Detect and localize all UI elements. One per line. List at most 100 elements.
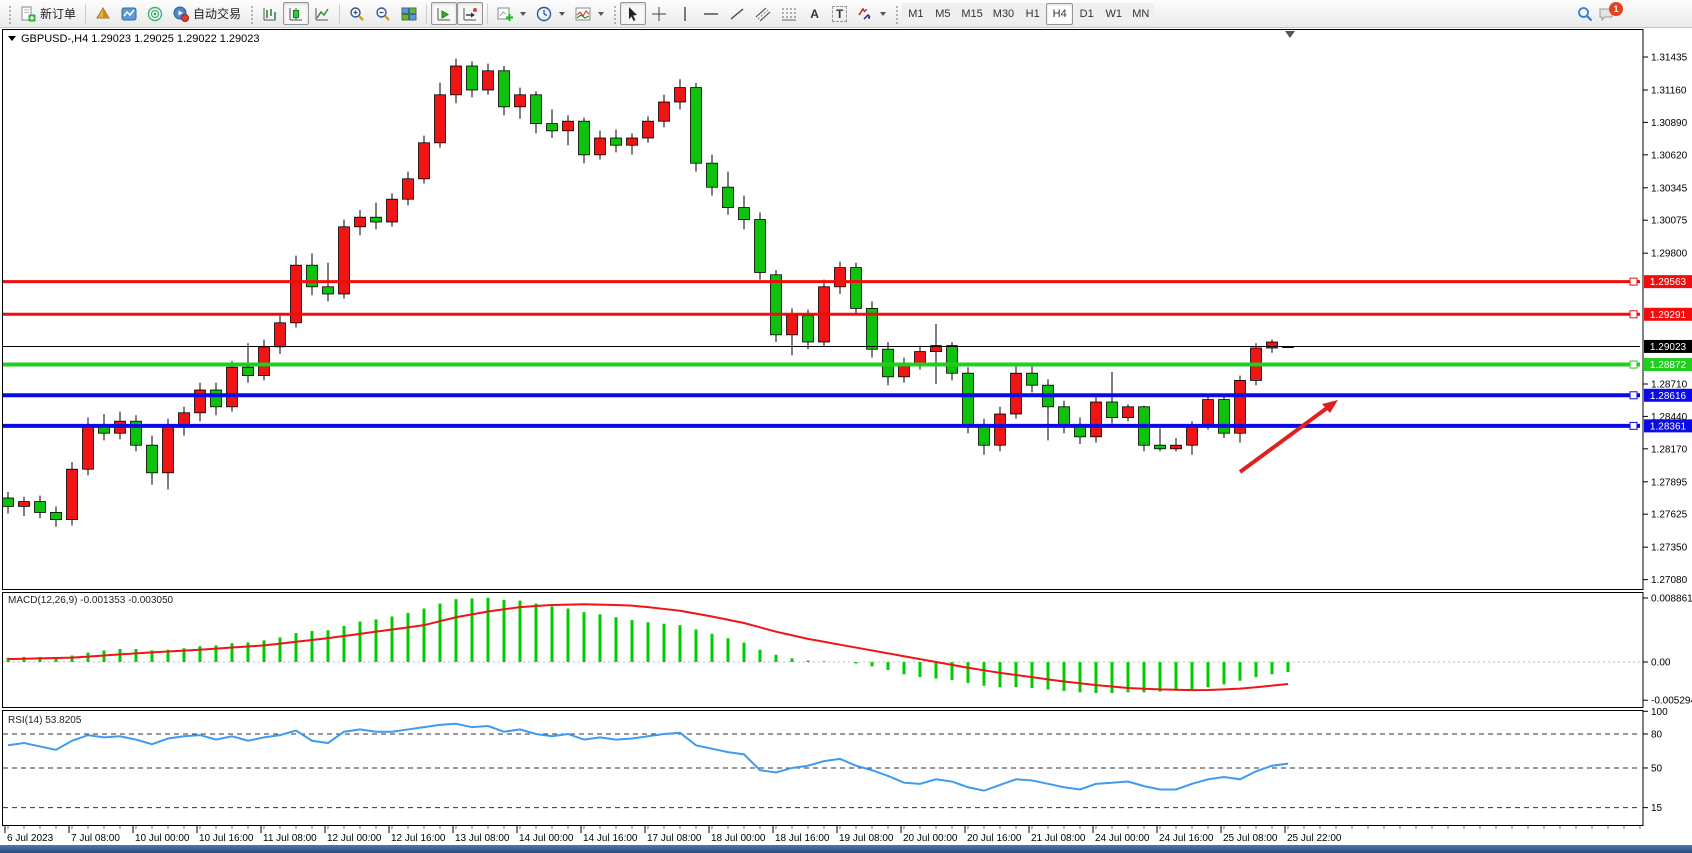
- period-button[interactable]: [531, 2, 570, 25]
- candle-body: [738, 207, 750, 221]
- zoom-in-icon: [350, 6, 364, 21]
- chat-button[interactable]: 1: [1598, 1, 1623, 22]
- fibonacci-button[interactable]: [776, 2, 802, 25]
- svg-text:7 Jul 08:00: 7 Jul 08:00: [71, 833, 120, 844]
- text-icon: A: [810, 6, 819, 21]
- arrows-button[interactable]: [852, 2, 891, 25]
- line-chart-button[interactable]: [309, 2, 335, 25]
- candle-body: [354, 216, 366, 228]
- svg-text:1.29800: 1.29800: [1651, 249, 1688, 260]
- svg-text:50: 50: [1651, 763, 1663, 774]
- svg-text:100: 100: [1651, 707, 1668, 718]
- timeframe-h4-button[interactable]: H4: [1046, 2, 1074, 25]
- timeframe-group: M1 M5 M15 M30 H1 H4 D1 W1 MN: [902, 2, 1155, 25]
- arrow-annotation[interactable]: [1238, 400, 1338, 474]
- candle-body: [274, 322, 286, 348]
- toolbar-grip[interactable]: [612, 3, 618, 24]
- toolbar-icon-button-2[interactable]: [116, 2, 142, 25]
- timeframe-m1-button[interactable]: M1: [902, 2, 930, 25]
- separator: [85, 3, 87, 24]
- timeframe-mn-button[interactable]: MN: [1127, 2, 1155, 25]
- candle-body: [786, 315, 798, 336]
- vertical-line-button[interactable]: [672, 2, 698, 25]
- toolbar-grip[interactable]: [7, 3, 12, 24]
- candle-body: [626, 137, 638, 146]
- candle-body: [258, 346, 270, 376]
- candle-body: [1170, 444, 1182, 450]
- line-chart-icon: [315, 7, 329, 20]
- date-axis[interactable]: 6 Jul 2023 7 Jul 08:00 10 Jul 00:00 10 Jul …: [4, 826, 1641, 844]
- horizontal-line-icon: [704, 12, 719, 15]
- timeframe-m30-button[interactable]: M30: [987, 2, 1020, 25]
- svg-text:1.28872: 1.28872: [1650, 360, 1687, 371]
- candle-body: [1266, 341, 1278, 349]
- svg-text:10 Jul 00:00: 10 Jul 00:00: [135, 833, 190, 844]
- new-order-button[interactable]: 新订单: [15, 2, 81, 25]
- svg-text:10 Jul 16:00: 10 Jul 16:00: [199, 833, 254, 844]
- price-chart[interactable]: 1.31435 1.31160 1.30890 1.30620 1.30345 1.300…: [0, 28, 1692, 845]
- text-button[interactable]: A: [802, 2, 827, 25]
- gold-prism-icon: [96, 6, 110, 18]
- timeframe-m15-button[interactable]: M15: [956, 2, 988, 25]
- svg-text:0.00: 0.00: [1651, 658, 1671, 669]
- price-axis[interactable]: 1.31435 1.31160 1.30890 1.30620 1.30345 1.300…: [1643, 53, 1688, 587]
- auto-trading-label: 自动交易: [193, 7, 242, 21]
- chart-shift-button[interactable]: [457, 2, 484, 25]
- candlestick-button[interactable]: [283, 2, 310, 25]
- toolbar-grip[interactable]: [894, 3, 900, 24]
- toolbar-icon-button-1[interactable]: [90, 2, 116, 25]
- timeframe-h1-button[interactable]: H1: [1019, 2, 1047, 25]
- label-button[interactable]: T: [827, 2, 852, 25]
- svg-text:19 Jul 08:00: 19 Jul 08:00: [839, 833, 894, 844]
- horizontal-line-button[interactable]: [698, 2, 724, 25]
- template-button[interactable]: [570, 2, 609, 25]
- symbol-dropdown-icon[interactable]: [8, 36, 16, 41]
- candle-body: [50, 512, 62, 521]
- chevron-down-icon: [598, 11, 605, 16]
- candlestick-icon: [289, 7, 303, 20]
- period-clock-icon: [536, 6, 552, 21]
- zoom-out-button[interactable]: [370, 2, 396, 25]
- arrows-icon: [858, 7, 871, 20]
- cursor-button[interactable]: [620, 2, 647, 25]
- trendline-button[interactable]: [724, 2, 750, 25]
- auto-scroll-icon: [437, 7, 451, 20]
- chart-window-icon: [121, 7, 137, 20]
- search-button[interactable]: [1572, 2, 1598, 25]
- svg-text:1.31435: 1.31435: [1651, 53, 1688, 64]
- candle-body: [1026, 372, 1038, 386]
- auto-scroll-button[interactable]: [431, 2, 458, 25]
- auto-trading-button[interactable]: 自动交易: [168, 2, 246, 25]
- toolbar-grip[interactable]: [249, 3, 255, 24]
- candle-body: [466, 65, 478, 91]
- svg-text:14 Jul 00:00: 14 Jul 00:00: [519, 833, 574, 844]
- pane-border: [2, 592, 1644, 708]
- candle-body: [978, 425, 990, 446]
- channel-button[interactable]: [750, 2, 776, 25]
- timeframe-m5-button[interactable]: M5: [929, 2, 957, 25]
- crosshair-button[interactable]: [646, 2, 672, 25]
- chart-window[interactable]: 1.31435 1.31160 1.30890 1.30620 1.30345 1.300…: [0, 28, 1692, 845]
- bar-chart-button[interactable]: [257, 2, 283, 25]
- toolbar-icon-button-3[interactable]: [142, 2, 168, 25]
- candle-body: [930, 345, 942, 353]
- tile-windows-button[interactable]: [396, 2, 422, 25]
- tile-windows-icon: [401, 7, 417, 20]
- svg-text:1.27625: 1.27625: [1651, 510, 1688, 521]
- candle-body: [418, 142, 430, 180]
- candle-body: [1122, 406, 1134, 418]
- timeframe-d1-button[interactable]: D1: [1073, 2, 1101, 25]
- timeframe-w1-button[interactable]: W1: [1100, 2, 1128, 25]
- candle-body: [434, 94, 446, 144]
- hline-objects[interactable]: 1.29563 1.29291 1.28872 1.28616 1.28361 1.290…: [3, 275, 1692, 433]
- svg-text:1.27350: 1.27350: [1651, 543, 1688, 554]
- svg-text:24 Jul 00:00: 24 Jul 00:00: [1095, 833, 1150, 844]
- add-indicator-button[interactable]: [492, 2, 531, 25]
- candle-body: [770, 274, 782, 336]
- crosshair-icon: [652, 6, 667, 21]
- candle-body: [322, 286, 334, 295]
- candle-body: [498, 70, 510, 108]
- zoom-in-button[interactable]: [344, 2, 370, 25]
- chart-shift-marker[interactable]: [1285, 31, 1295, 38]
- candle-body: [562, 120, 574, 132]
